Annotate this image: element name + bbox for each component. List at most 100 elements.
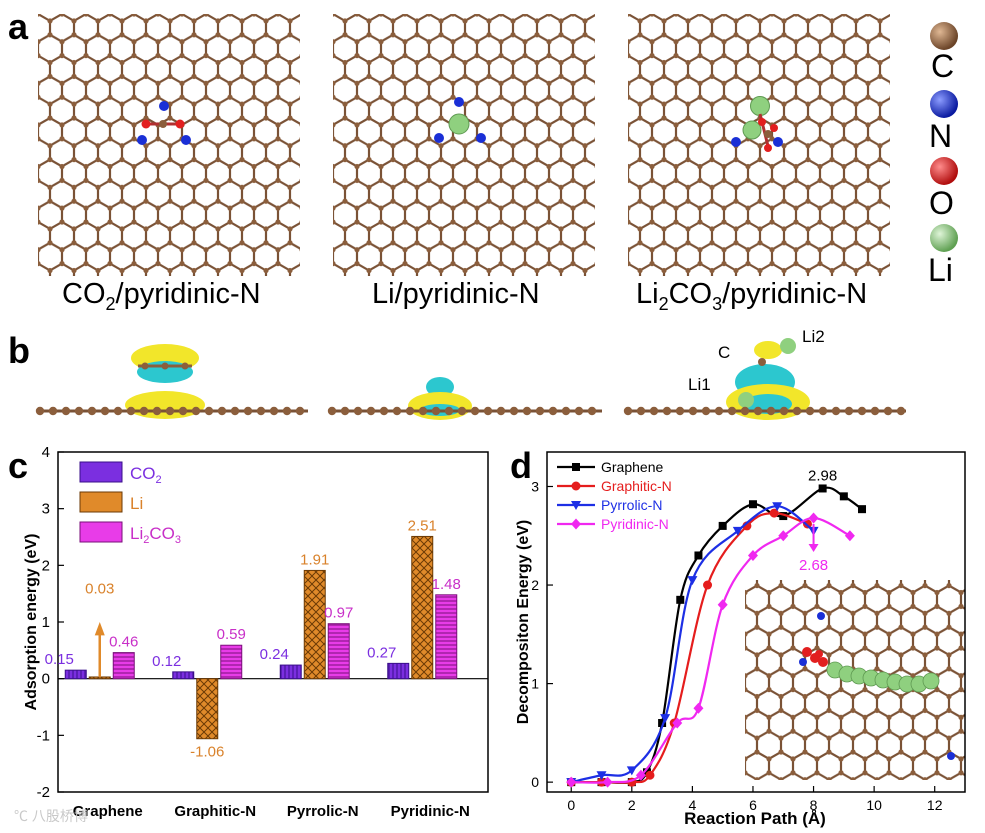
side-atom bbox=[61, 406, 71, 416]
point-graphene bbox=[718, 521, 727, 530]
bars: 0.15 0.03 0.46 0.12 -1.06 0.59 0.24 1.91 0.97 0.2… bbox=[45, 517, 461, 760]
value-label-co2: 0.12 bbox=[152, 653, 181, 670]
legend-label-co2: CO2 bbox=[130, 464, 162, 486]
atom-legend-spheres bbox=[930, 22, 958, 252]
li-arrow-head bbox=[94, 622, 105, 636]
side-atom bbox=[366, 406, 376, 416]
structure-label-co2: CO2/pyridinic-N bbox=[62, 278, 261, 314]
bar-li-pyridinic-n bbox=[411, 535, 434, 680]
y-tick-label: 0 bbox=[42, 671, 50, 688]
graphene-side-atoms bbox=[35, 406, 906, 416]
side-atom bbox=[217, 406, 227, 416]
x-category-label: Pyridinic-N bbox=[391, 803, 470, 820]
legend-label-pyrrolic-n: Pyrrolic-N bbox=[601, 497, 662, 513]
point-pyrrolic-n bbox=[660, 714, 671, 724]
value-label-li: 2.51 bbox=[408, 517, 437, 534]
point-pyridinic-n bbox=[844, 530, 855, 542]
side-atom bbox=[740, 406, 750, 416]
y-tick-label: 0 bbox=[531, 774, 539, 790]
y-axis-label: Adsorption energy (eV) bbox=[23, 534, 40, 711]
side-atom bbox=[561, 406, 571, 416]
side-atom bbox=[857, 406, 867, 416]
y-axis-label: Decompositon Energy (eV) bbox=[515, 520, 532, 724]
point-graphene bbox=[694, 551, 703, 560]
x-category-labels: Graphene Graphitic-N Pyrrolic-N Pyridinic-N bbox=[73, 803, 470, 820]
bar-li-pyrrolic-n bbox=[303, 569, 326, 680]
oxygen-sphere bbox=[930, 157, 958, 185]
legend-label-c: C bbox=[931, 48, 955, 84]
side-atom bbox=[100, 406, 110, 416]
point-pyridinic-n bbox=[566, 776, 577, 788]
panel-d-letter: d bbox=[510, 445, 532, 486]
annotation-arrow-head bbox=[808, 544, 819, 553]
side-atom bbox=[165, 406, 175, 416]
panel-b-letter: b bbox=[8, 330, 30, 371]
legend-label-li: Li bbox=[130, 494, 143, 513]
side-atom bbox=[87, 406, 97, 416]
value-label-co2: 0.15 bbox=[45, 651, 74, 668]
side-atom bbox=[392, 406, 402, 416]
bar-li2co3-pyrrolic-n bbox=[327, 623, 350, 680]
side-atom bbox=[688, 406, 698, 416]
defect-site bbox=[434, 97, 486, 143]
side-atom bbox=[256, 406, 266, 416]
legend-label-graphene: Graphene bbox=[601, 459, 663, 475]
side-atom bbox=[574, 406, 584, 416]
legend: CO2 Li Li2CO3 bbox=[79, 461, 181, 546]
side-atom bbox=[701, 406, 711, 416]
x-tick-label: 0 bbox=[567, 797, 575, 813]
legend: Graphene Graphitic-N Pyrrolic-N Pyridinic-N bbox=[557, 459, 672, 532]
side-atom bbox=[714, 406, 724, 416]
point-pyridinic-n bbox=[717, 599, 728, 611]
defect-site bbox=[137, 101, 191, 145]
side-atom bbox=[870, 406, 880, 416]
side-atom bbox=[444, 406, 454, 416]
legend-swatch-co2 bbox=[79, 461, 123, 483]
point-pyrrolic-n bbox=[596, 771, 607, 781]
carbon-sphere bbox=[930, 22, 958, 50]
value-label-li2co3: 0.59 bbox=[217, 626, 246, 643]
label-li1: Li1 bbox=[688, 375, 711, 394]
x-tick-label: 6 bbox=[749, 797, 757, 813]
x-category-label: Pyrrolic-N bbox=[287, 803, 359, 820]
series-lines bbox=[566, 484, 867, 788]
structure-li-pyridinic-n bbox=[333, 14, 595, 276]
side-atom bbox=[883, 406, 893, 416]
side-atom bbox=[457, 406, 467, 416]
plot-frame bbox=[546, 451, 966, 793]
side-atom bbox=[74, 406, 84, 416]
point-graphene bbox=[839, 492, 848, 501]
charge-density-co2 bbox=[125, 344, 205, 419]
legend-marker-pyridinic-n bbox=[571, 518, 581, 530]
y-tick-label: 3 bbox=[531, 478, 539, 494]
nitrogen-sphere bbox=[930, 90, 958, 118]
side-atom bbox=[379, 406, 389, 416]
value-label-li2co3: 1.48 bbox=[432, 576, 461, 593]
side-atom bbox=[431, 406, 441, 416]
bar-co2-pyrrolic-n bbox=[279, 664, 302, 680]
point-pyrrolic-n bbox=[626, 766, 637, 776]
structure-label-li2co3: Li2CO3/pyridinic-N bbox=[636, 278, 868, 314]
annotation-peak-pyridinic: 2.68 bbox=[799, 557, 828, 574]
label-c: C bbox=[718, 343, 730, 362]
point-graphitic-n bbox=[645, 770, 655, 780]
y-tick-label: 2 bbox=[42, 557, 50, 574]
legend-swatch-li bbox=[79, 491, 123, 513]
point-pyrrolic-n bbox=[732, 526, 743, 536]
side-atom bbox=[509, 406, 519, 416]
legend-label-pyridinic-n: Pyridinic-N bbox=[601, 516, 669, 532]
side-atom bbox=[662, 406, 672, 416]
side-atom bbox=[178, 406, 188, 416]
point-graphitic-n bbox=[769, 508, 779, 518]
legend-marker-pyrrolic-n bbox=[571, 501, 581, 510]
side-atom bbox=[139, 406, 149, 416]
side-atom bbox=[649, 406, 659, 416]
x-axis-label: Reaction Path (Å) bbox=[684, 809, 826, 828]
decomposition-energy-chart: Decompositon Energy (eV) Reaction Path (… bbox=[515, 451, 966, 828]
annotation-peak-graphene: 2.98 bbox=[808, 467, 837, 484]
point-pyridinic-n bbox=[672, 717, 683, 729]
point-graphene bbox=[858, 505, 867, 514]
point-pyridinic-n bbox=[693, 702, 704, 714]
side-atom bbox=[282, 406, 292, 416]
